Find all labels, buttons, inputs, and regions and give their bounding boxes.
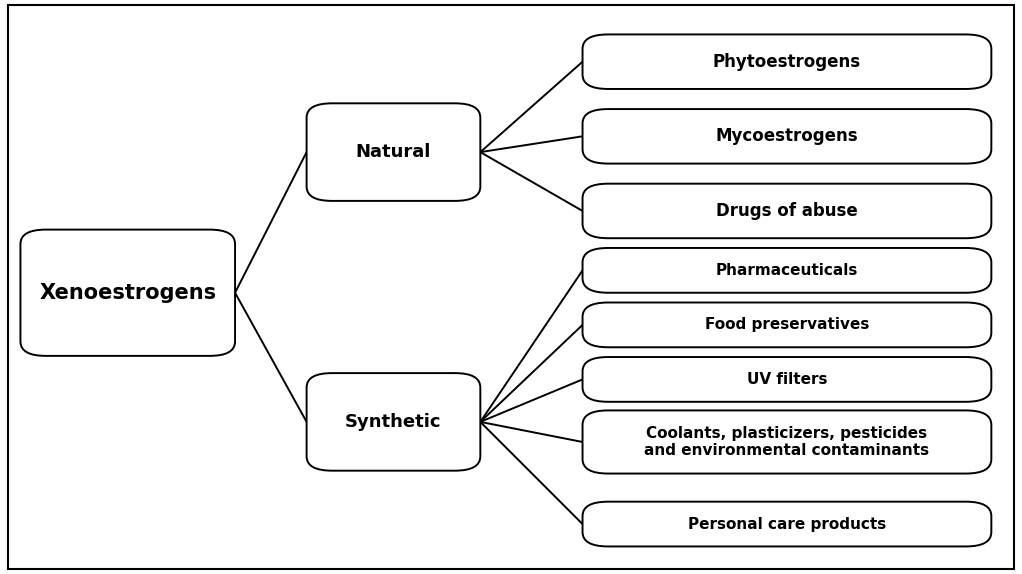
- FancyBboxPatch shape: [583, 502, 991, 546]
- Text: Food preservatives: Food preservatives: [705, 317, 869, 332]
- Text: Natural: Natural: [356, 143, 431, 161]
- FancyBboxPatch shape: [307, 103, 480, 201]
- FancyBboxPatch shape: [307, 373, 480, 471]
- Text: Mycoestrogens: Mycoestrogens: [715, 127, 858, 145]
- Text: Coolants, plasticizers, pesticides
and environmental contaminants: Coolants, plasticizers, pesticides and e…: [645, 426, 929, 458]
- FancyBboxPatch shape: [583, 184, 991, 238]
- FancyBboxPatch shape: [583, 109, 991, 164]
- FancyBboxPatch shape: [583, 34, 991, 89]
- Text: Pharmaceuticals: Pharmaceuticals: [715, 263, 858, 278]
- Text: Synthetic: Synthetic: [345, 413, 442, 431]
- Text: Personal care products: Personal care products: [688, 517, 886, 532]
- FancyBboxPatch shape: [20, 230, 235, 356]
- FancyBboxPatch shape: [583, 248, 991, 293]
- Text: Drugs of abuse: Drugs of abuse: [716, 202, 857, 220]
- Text: UV filters: UV filters: [747, 372, 827, 387]
- FancyBboxPatch shape: [583, 357, 991, 402]
- Text: Phytoestrogens: Phytoestrogens: [713, 53, 861, 71]
- FancyBboxPatch shape: [583, 302, 991, 347]
- Text: Xenoestrogens: Xenoestrogens: [39, 283, 217, 302]
- FancyBboxPatch shape: [583, 410, 991, 474]
